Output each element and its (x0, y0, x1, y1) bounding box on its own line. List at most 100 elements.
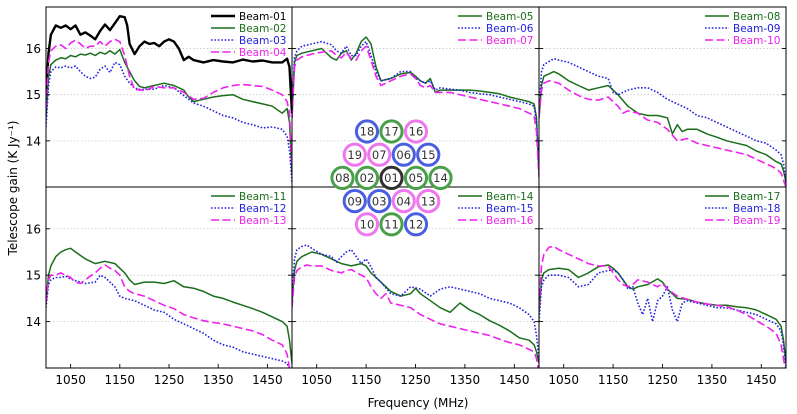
series-line-beam-01 (46, 15, 292, 114)
beam-09: 09 (342, 189, 367, 214)
series-line-beam-09 (539, 57, 786, 183)
x-tick-label: 1050 (548, 373, 579, 387)
series-group (46, 247, 292, 368)
beam-19: 19 (342, 142, 367, 167)
beam-circle (403, 119, 429, 144)
beam-circle (391, 142, 416, 167)
beam-circle (403, 165, 429, 190)
series-line-beam-11 (46, 247, 292, 364)
beam-label: 06 (396, 148, 411, 162)
beam-06: 06 (391, 142, 416, 167)
series-group (292, 244, 539, 368)
x-tick-label: 1150 (105, 373, 136, 387)
beam-15: 15 (416, 142, 441, 167)
x-axis-label: Frequency (MHz) (368, 396, 469, 410)
beam-circle (354, 165, 380, 190)
beam-circle (416, 189, 441, 214)
beam-label: 01 (384, 171, 399, 185)
beam-04: 04 (391, 189, 416, 214)
beam-circle (391, 189, 416, 214)
legend-label: Beam-12 (239, 203, 286, 215)
x-tick-label: 1350 (450, 373, 481, 387)
beam-03: 03 (367, 189, 392, 214)
legend-label: Beam-05 (486, 11, 533, 23)
beam-18: 18 (354, 119, 380, 144)
legend-label: Beam-10 (733, 35, 780, 47)
beam-circle (342, 189, 367, 214)
x-tick-label: 1250 (400, 373, 431, 387)
series-line-beam-08 (539, 70, 786, 183)
beam-label: 05 (409, 171, 424, 185)
x-tick-label: 1050 (55, 373, 86, 387)
beam-11: 11 (379, 212, 404, 237)
beam-circle (330, 165, 355, 190)
beam-circle (428, 165, 453, 190)
beam-label: 18 (360, 125, 375, 139)
beam-label: 14 (433, 171, 448, 185)
x-tick-label: 1450 (499, 373, 530, 387)
legend-label: Beam-04 (239, 47, 287, 59)
beam-circle (367, 189, 392, 214)
panel-bottom-right: 1050 1150 1250 1350 1450 Beam-17Beam-18Beam-1… (538, 186, 787, 387)
series-line-beam-10 (539, 80, 786, 187)
x-tick-label: 1050 (301, 373, 332, 387)
x-tick-label: 1250 (154, 373, 185, 387)
y-tick-label: 16 (26, 222, 41, 236)
x-tick-label: 1150 (598, 373, 629, 387)
legend-label: Beam-03 (239, 35, 286, 47)
y-tick-label: 14 (26, 315, 41, 329)
beam-01: 01 (379, 165, 404, 190)
series-line-beam-05 (292, 36, 539, 174)
beam-circle (354, 119, 380, 144)
legend-label: Beam-09 (733, 23, 780, 35)
beam-label: 13 (421, 194, 436, 208)
beam-13: 13 (416, 189, 441, 214)
beam-12: 12 (403, 212, 429, 237)
beam-07: 07 (367, 142, 392, 167)
beam-circle (403, 212, 429, 237)
series-line-beam-03 (46, 61, 292, 183)
x-tick-label: 1350 (203, 373, 234, 387)
series-line-beam-17 (539, 264, 786, 364)
y-tick-label: 15 (26, 88, 41, 102)
legend-label: Beam-08 (733, 11, 780, 23)
beam-label: 04 (396, 194, 411, 208)
series-line-beam-18 (539, 268, 786, 368)
legend-label: Beam-11 (239, 191, 286, 203)
beam-label: 17 (384, 125, 399, 139)
beam-label: 03 (372, 194, 387, 208)
series-group (539, 245, 786, 368)
beam-label: 19 (347, 148, 362, 162)
beam-circle (416, 142, 441, 167)
beam-02: 02 (354, 165, 380, 190)
series-line-beam-12 (46, 274, 290, 368)
series-group (539, 57, 786, 187)
beam-label: 07 (372, 148, 387, 162)
beam-circle (342, 142, 367, 167)
x-tick-label: 1450 (746, 373, 777, 387)
legend-label: Beam-16 (486, 215, 534, 227)
y-tick-label: 15 (26, 269, 41, 283)
x-tick-label: 1150 (351, 373, 382, 387)
beam-08: 08 (330, 165, 355, 190)
beam-05: 05 (403, 165, 429, 190)
beam-14: 14 (428, 165, 453, 190)
series-line-beam-07 (292, 45, 539, 178)
beam-label: 16 (409, 125, 424, 139)
x-tick-label: 1350 (697, 373, 728, 387)
beam-circle (354, 212, 380, 237)
legend-label: Beam-07 (486, 35, 533, 47)
x-tick-label: 1450 (252, 373, 283, 387)
panel-bottom-left: 14 15 16 1050 1150 1250 1350 1450 Beam-11Beam-12… (26, 186, 293, 387)
beam-label: 02 (360, 171, 375, 185)
